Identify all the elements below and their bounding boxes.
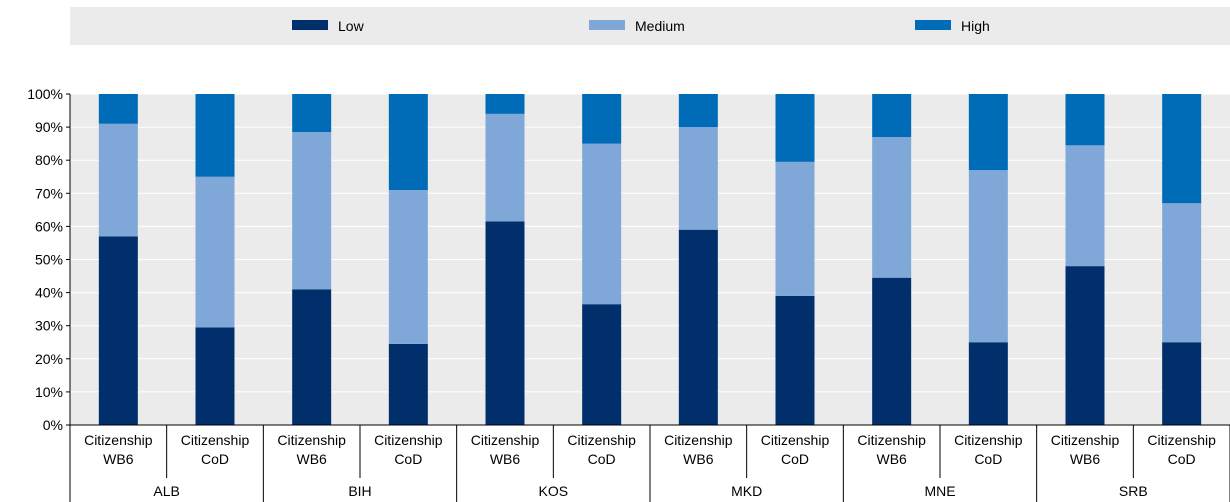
- bar-low: [98, 236, 138, 425]
- x-subcategory-label: CoD: [588, 451, 616, 467]
- legend-label-medium: Medium: [635, 18, 685, 34]
- legend-label-low: Low: [338, 18, 365, 34]
- bar-medium: [98, 123, 138, 237]
- legend-background: [70, 7, 1230, 45]
- bar-low: [1162, 342, 1202, 425]
- bar-low: [775, 295, 815, 425]
- x-group-label: SRB: [1119, 483, 1148, 499]
- x-subcategory-label: Citizenship: [954, 432, 1023, 448]
- bar-low: [388, 343, 428, 425]
- x-subcategory-label: Citizenship: [374, 432, 443, 448]
- bar-medium: [1162, 203, 1202, 343]
- y-tick-label: 10%: [35, 384, 63, 400]
- y-tick-label: 60%: [35, 218, 63, 234]
- y-tick-label: 70%: [35, 185, 63, 201]
- bar-low: [678, 229, 718, 425]
- bar-high: [582, 94, 622, 144]
- y-tick-label: 30%: [35, 318, 63, 334]
- bar-medium: [292, 132, 332, 290]
- bar-high: [388, 94, 428, 190]
- x-group-label: KOS: [539, 483, 569, 499]
- bar-medium: [485, 113, 525, 222]
- x-subcategory-label: WB6: [103, 451, 134, 467]
- x-subcategory-label: WB6: [683, 451, 714, 467]
- bar-medium: [968, 170, 1008, 343]
- x-group-label: ALB: [153, 483, 179, 499]
- legend-swatch-medium: [589, 20, 625, 30]
- bar-low: [485, 221, 525, 425]
- x-subcategory-label: Citizenship: [567, 432, 636, 448]
- bar-low: [872, 277, 912, 425]
- y-tick-label: 90%: [35, 119, 63, 135]
- x-subcategory-label: Citizenship: [84, 432, 153, 448]
- x-subcategory-label: CoD: [201, 451, 229, 467]
- bar-high: [1065, 94, 1105, 146]
- bar-high: [98, 94, 138, 124]
- x-group-label: BIH: [348, 483, 371, 499]
- bar-high: [678, 94, 718, 128]
- x-subcategory-label: Citizenship: [181, 432, 250, 448]
- bar-low: [292, 289, 332, 425]
- plot-area: 0% 10% 20% 30% 40% 50% 60% 70% 80% 90% 100% Citizen…: [27, 86, 1230, 502]
- x-subcategory-label: Citizenship: [277, 432, 346, 448]
- bar-high: [968, 94, 1008, 171]
- bar-low: [1065, 266, 1105, 425]
- x-group-label: MNE: [924, 483, 955, 499]
- bar-low: [582, 304, 622, 425]
- x-subcategory-label: WB6: [490, 451, 521, 467]
- bar-high: [195, 94, 235, 177]
- bar-high: [872, 94, 912, 138]
- bar-low: [195, 327, 235, 425]
- bar-high: [485, 94, 525, 114]
- x-subcategory-label: Citizenship: [664, 432, 733, 448]
- bar-medium: [872, 137, 912, 278]
- y-tick-label: 100%: [27, 86, 63, 102]
- x-group-label: MKD: [731, 483, 762, 499]
- x-subcategory-label: Citizenship: [1051, 432, 1120, 448]
- bar-medium: [195, 176, 235, 328]
- bar-high: [292, 94, 332, 133]
- x-subcategory-label: CoD: [394, 451, 422, 467]
- x-subcategory-label: WB6: [876, 451, 907, 467]
- y-tick-label: 20%: [35, 351, 63, 367]
- x-subcategory-label: Citizenship: [1147, 432, 1216, 448]
- x-subcategory-label: CoD: [781, 451, 809, 467]
- bar-high: [1162, 94, 1202, 204]
- legend-swatch-high: [915, 20, 951, 30]
- x-subcategory-label: WB6: [1070, 451, 1101, 467]
- bar-medium: [388, 189, 428, 344]
- bar-medium: [582, 143, 622, 305]
- legend-label-high: High: [961, 18, 990, 34]
- y-tick-label: 40%: [35, 285, 63, 301]
- y-tick-label: 80%: [35, 152, 63, 168]
- y-tick-label: 50%: [35, 252, 63, 268]
- bar-medium: [775, 161, 815, 296]
- y-tick-label: 0%: [43, 417, 63, 433]
- x-subcategory-label: CoD: [974, 451, 1002, 467]
- x-subcategory-label: Citizenship: [471, 432, 540, 448]
- x-subcategory-label: Citizenship: [857, 432, 926, 448]
- x-subcategory-label: Citizenship: [761, 432, 830, 448]
- bar-medium: [678, 127, 718, 230]
- x-subcategory-label: CoD: [1168, 451, 1196, 467]
- legend-swatch-low: [292, 20, 328, 30]
- bar-low: [968, 342, 1008, 425]
- x-subcategory-label: WB6: [296, 451, 327, 467]
- legend: Low Medium High: [292, 18, 990, 34]
- bar-high: [775, 94, 815, 162]
- bar-medium: [1065, 145, 1105, 267]
